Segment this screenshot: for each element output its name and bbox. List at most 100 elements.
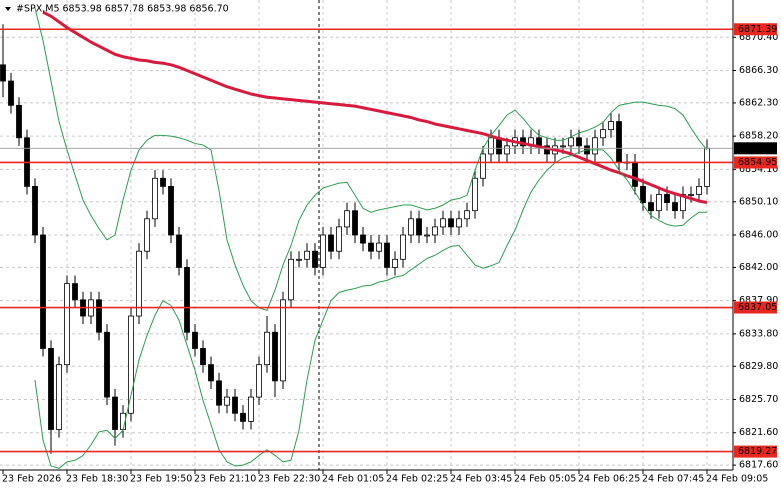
candle-body: [144, 218, 150, 252]
candle-body: [96, 299, 102, 333]
y-tick-label: 6821.60: [739, 427, 778, 438]
candle-body: [672, 202, 678, 212]
candle-body: [680, 194, 686, 212]
y-tick-label: 6850.10: [739, 196, 778, 207]
level-label: 6837.05: [738, 302, 777, 313]
candle-body: [688, 194, 694, 196]
candle-body: [616, 121, 622, 163]
indicator-line: [34, 149, 707, 469]
candle-body: [440, 218, 446, 228]
candle-body: [40, 234, 46, 349]
candle-body: [504, 145, 510, 155]
candle-body: [648, 202, 654, 212]
candle-body: [376, 242, 382, 252]
candle-body: [128, 315, 134, 414]
chart-title: #SPX,M5 6853.98 6857.78 6853.98 6856.70: [16, 4, 229, 15]
x-tick-label: 23 Feb 21:10: [194, 474, 256, 485]
candle-body: [112, 396, 118, 430]
candle-body: [264, 331, 270, 366]
candle-body: [224, 396, 230, 406]
candle-body: [392, 258, 398, 268]
candle-body: [64, 283, 70, 366]
candle-body: [8, 80, 14, 106]
candle-body: [32, 185, 38, 236]
candle-body: [632, 161, 638, 187]
y-tick-label: 6825.70: [739, 394, 778, 405]
x-tick-label: 24 Feb 06:25: [578, 474, 640, 485]
x-tick-label: 24 Feb 07:45: [642, 474, 704, 485]
candle-body: [56, 364, 62, 430]
x-tick-label: 24 Feb 05:05: [514, 474, 576, 485]
last-price-label: 6856.70: [738, 143, 777, 154]
x-tick-label: 23 Feb 22:30: [258, 474, 320, 485]
candle-body: [328, 234, 334, 252]
candle-body: [400, 234, 406, 260]
grid: [0, 0, 736, 470]
candle-body: [536, 137, 542, 147]
candle-body: [488, 137, 494, 155]
candle-body: [304, 250, 310, 260]
candle-body: [176, 234, 182, 268]
x-tick-label: 23 Feb 18:30: [66, 474, 128, 485]
candle-body: [248, 396, 254, 422]
candle-body: [232, 396, 238, 414]
marks: [0, 7, 733, 469]
y-tick-label: 6862.30: [739, 97, 778, 108]
candle-body: [48, 348, 54, 430]
x-tick-label: 24 Feb 03:45: [450, 474, 512, 485]
y-tick-label: 6837.90: [739, 295, 778, 306]
candle-body: [592, 137, 598, 155]
y-tick-label: 6858.20: [739, 131, 778, 142]
candle-body: [560, 145, 566, 148]
candle-body: [384, 242, 390, 268]
candle-body: [192, 331, 198, 349]
level-label: 6871.39: [738, 24, 777, 35]
candle-body: [280, 299, 286, 382]
y-tick-label: 6833.80: [739, 328, 778, 339]
candle-body: [344, 210, 350, 228]
level-box: [734, 156, 777, 169]
candle-body: [600, 129, 606, 139]
candle-body: [296, 258, 302, 261]
candle-body: [480, 153, 486, 179]
x-tick-label: 24 Feb 02:25: [386, 474, 448, 485]
candle-body: [16, 104, 22, 139]
y-tick-label: 6842.00: [739, 262, 778, 273]
candle-body: [608, 121, 614, 131]
x-tick-label: 23 Feb 2026: [2, 474, 61, 485]
candle-body: [696, 185, 702, 195]
level-label: 6854.95: [738, 157, 777, 168]
level-box: [734, 301, 777, 314]
candle-body: [368, 242, 374, 252]
candle-body: [640, 185, 646, 203]
candle-body: [240, 412, 246, 422]
candle-body: [160, 177, 166, 187]
candle-body: [0, 64, 6, 82]
candle-body: [184, 267, 190, 333]
level-box: [734, 445, 777, 458]
candle-body: [568, 137, 574, 147]
candle-body: [656, 194, 662, 212]
x-tick-label: 24 Feb 09:05: [706, 474, 768, 485]
candle-body: [288, 258, 294, 301]
candle-body: [464, 210, 470, 220]
candle-body: [472, 177, 478, 212]
candle-body: [136, 250, 142, 317]
candle-body: [320, 234, 326, 268]
candle-body: [456, 218, 462, 228]
y-tick-label: 6829.80: [739, 361, 778, 372]
y-tick-label: 6817.60: [739, 460, 778, 471]
candle-body: [200, 348, 206, 366]
candle-body: [352, 210, 358, 236]
y-tick-label: 6854.10: [739, 164, 778, 175]
candle-body: [216, 380, 222, 406]
indicator-line: [34, 7, 708, 311]
x-tick-label: 24 Feb 01:05: [322, 474, 384, 485]
candle-body: [72, 283, 78, 301]
last-price-box: [734, 142, 777, 155]
y-tick-label: 6870.40: [739, 32, 778, 43]
candle-body: [312, 250, 318, 268]
y-tick-label: 6866.30: [739, 65, 778, 76]
